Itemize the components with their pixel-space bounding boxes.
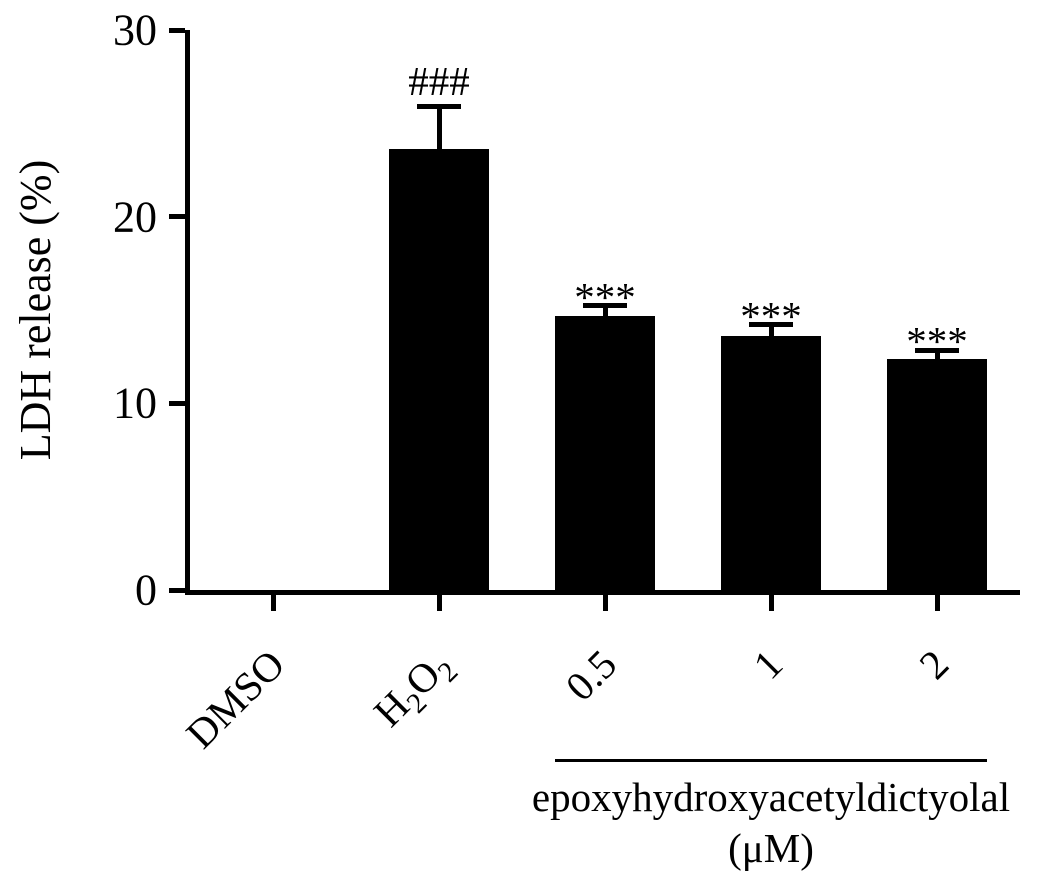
significance-label: ###: [339, 57, 539, 105]
x-tick: [437, 595, 442, 611]
bar: [887, 359, 987, 590]
bar: [555, 316, 655, 590]
x-tick: [603, 595, 608, 611]
group-label-line2: (μM): [421, 824, 1063, 872]
group-label-line1: epoxyhydroxyacetyldictyolal: [421, 773, 1063, 821]
y-axis-title: LDH release (%): [10, 60, 70, 560]
y-tick: [169, 214, 185, 219]
y-axis-line: [185, 30, 190, 595]
y-tick: [169, 401, 185, 406]
significance-label: ***: [837, 317, 1037, 365]
x-tick: [271, 595, 276, 611]
y-tick-label: 30: [0, 5, 157, 56]
bar: [389, 149, 489, 590]
group-line: [555, 759, 987, 762]
y-tick: [169, 588, 185, 593]
y-tick: [169, 28, 185, 33]
y-tick-label: 0: [0, 565, 157, 616]
x-tick: [935, 595, 940, 611]
error-bar-stem: [437, 107, 442, 150]
ldh-release-chart: 0102030LDH release (%)DMSO###H2O2***0.5*…: [0, 0, 1063, 879]
x-tick: [769, 595, 774, 611]
bar: [721, 336, 821, 590]
